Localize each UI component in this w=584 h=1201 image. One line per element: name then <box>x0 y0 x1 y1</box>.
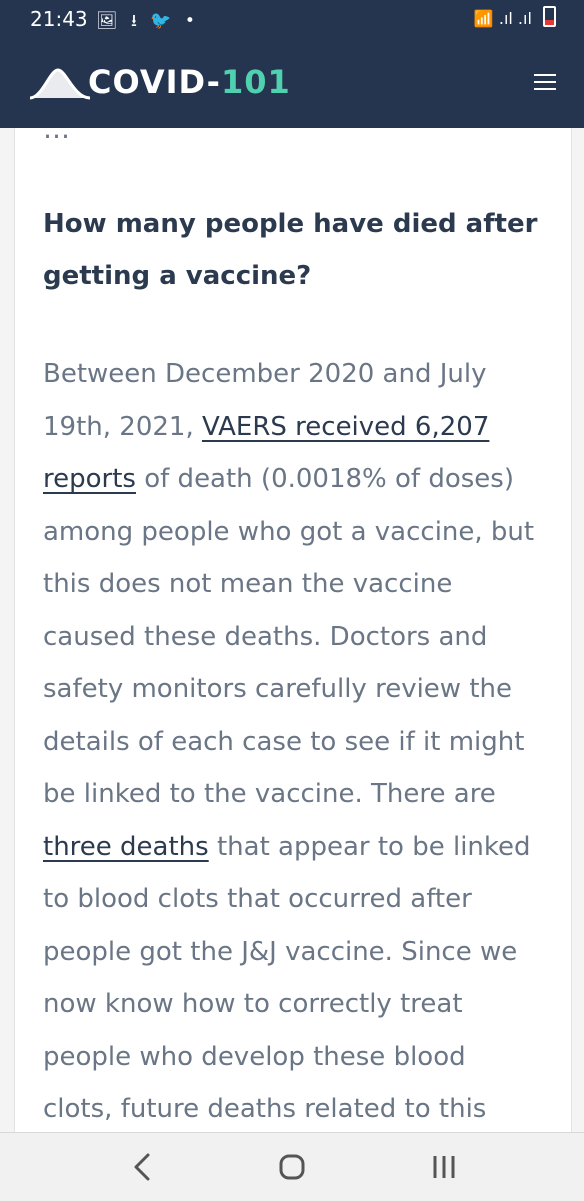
notification-icons: 🖼 ⭳ 🐦 • <box>96 11 199 31</box>
status-time: 21:43 <box>30 7 88 31</box>
clipped-previous-text: … <box>43 128 70 145</box>
vaers-reports-link[interactable]: VAERS received 6,207 <box>201 411 490 442</box>
hamburger-menu-icon[interactable] <box>534 74 556 90</box>
answer-line: safety monitors carefully review the <box>43 674 513 704</box>
question-heading: How many people have died after getting … <box>43 209 538 291</box>
answer-line: caused these deaths. Doctors and <box>43 621 488 652</box>
answer-line: be linked to the vaccine. There are <box>43 779 496 809</box>
answer-line: among people who got a vaccine, but <box>43 516 535 547</box>
logo-text: COVID-101 <box>88 63 291 101</box>
signal-icon: 📶 .ıl .ıl <box>473 9 532 28</box>
recents-icon[interactable] <box>420 1147 468 1187</box>
answer-paragraph: Between December 2020 and July 19th, 202… <box>43 348 563 1132</box>
answer-line: this does not mean the vaccine <box>43 569 453 599</box>
battery-icon <box>543 6 556 27</box>
answer-line: people got the J&J vaccine. Since we <box>43 936 518 967</box>
article-card: … How many people have died after gettin… <box>14 128 572 1132</box>
answer-line: three deaths that appear to be linked <box>43 831 531 862</box>
bell-curve-logo-icon <box>29 68 91 100</box>
site-header: COVID-101 <box>0 34 584 128</box>
answer-line: people who develop these blood <box>43 1041 466 1072</box>
connectivity-icons: 📶 .ıl .ıl <box>474 6 556 28</box>
logo-prefix: COVID- <box>88 63 221 101</box>
back-icon[interactable] <box>118 1147 166 1187</box>
answer-line: details of each case to see if it might <box>43 726 525 757</box>
logo-number: 101 <box>220 63 291 101</box>
answer-line: clots, future deaths related to this <box>43 1094 487 1124</box>
answer-line: Between December 2020 and July <box>43 359 487 389</box>
three-deaths-link[interactable]: three deaths <box>43 831 209 862</box>
android-nav-bar <box>0 1132 584 1201</box>
home-icon[interactable] <box>268 1147 316 1187</box>
answer-line: to blood clots that occurred after <box>43 884 472 914</box>
vaers-reports-link-continued[interactable]: reports <box>43 464 136 494</box>
answer-line: now know how to correctly treat <box>43 989 463 1019</box>
answer-line: reports of death (0.0018% of doses) <box>43 464 514 494</box>
answer-line: 19th, 2021, VAERS received 6,207 <box>43 411 490 442</box>
status-bar: 21:43 🖼 ⭳ 🐦 • 📶 .ıl .ıl <box>0 0 584 34</box>
